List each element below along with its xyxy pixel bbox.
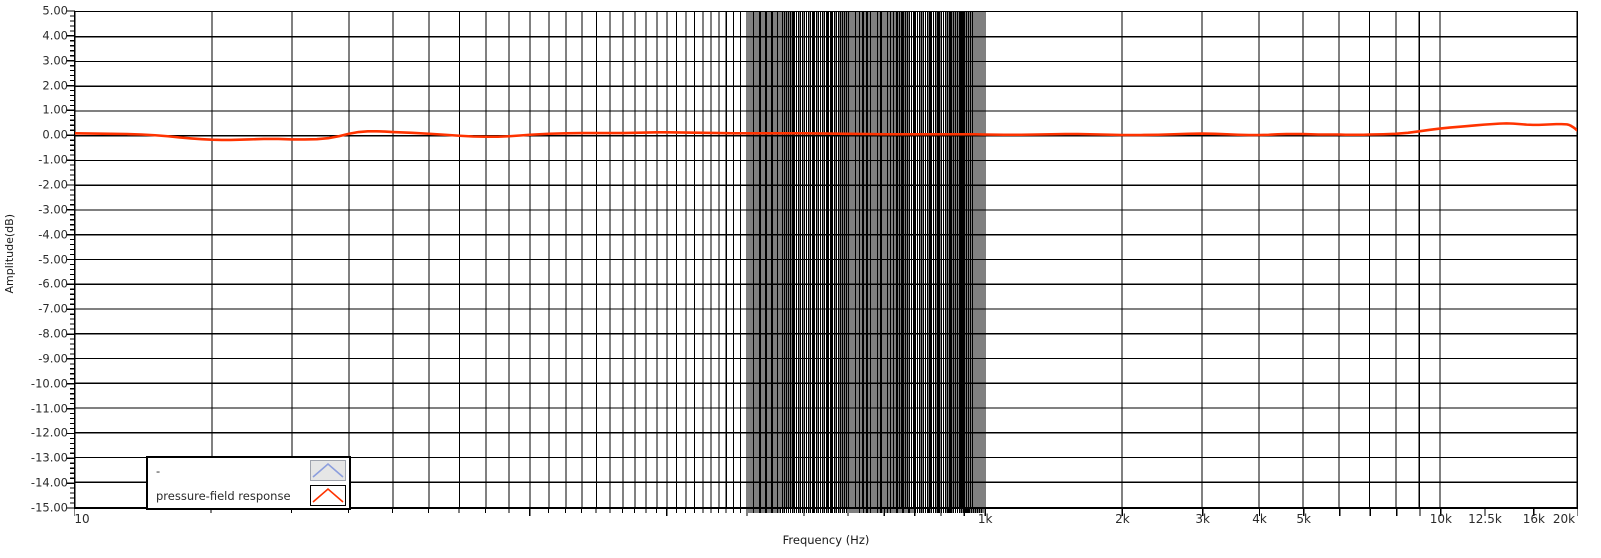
y-tick-label: 4.00 — [42, 28, 68, 43]
x-axis-tick-labels: 10 1k 2k 3k 4k 5k 10k 12.5k 16k 20k — [74, 513, 1578, 535]
y-tick-label: -10.00 — [30, 376, 68, 390]
x-tick-label: 3k — [1195, 512, 1210, 526]
y-tick-label: -9.00 — [38, 351, 68, 366]
legend-swatch-inactive[interactable] — [310, 460, 346, 481]
x-tick-label: 5k — [1296, 512, 1311, 526]
y-tick-label: -8.00 — [38, 326, 68, 341]
y-tick-label: 2.00 — [42, 77, 68, 92]
y-tick-label: -15.00 — [30, 500, 68, 515]
y-tick-label: -4.00 — [38, 226, 68, 241]
series-curves — [75, 122, 1577, 142]
x-tick-label: 12.5k — [1468, 512, 1502, 526]
x-axis-title: Frequency (Hz) — [782, 533, 870, 547]
y-tick-label: -7.00 — [38, 301, 68, 316]
x-tick-label: 16k — [1522, 512, 1545, 526]
y-tick-label: 3.00 — [42, 52, 68, 67]
x-tick-label: 10k — [1429, 512, 1452, 526]
y-tick-label: 1.00 — [42, 102, 68, 117]
plot-area — [74, 11, 1578, 508]
y-tick-label: 0.00 — [42, 127, 68, 142]
y-tick-label: -5.00 — [38, 251, 68, 266]
legend-row[interactable]: - — [148, 458, 349, 483]
legend-swatch-active[interactable] — [310, 485, 346, 506]
peak-glyph-icon — [312, 487, 344, 503]
series-line-1 — [75, 122, 1577, 142]
y-tick-label: -1.00 — [38, 152, 68, 167]
legend-row[interactable]: pressure-field response — [148, 483, 349, 508]
legend-label: pressure-field response — [156, 488, 291, 503]
y-tick-label: -2.00 — [38, 177, 68, 192]
y-axis-title-text: Amplitude(dB) — [2, 214, 16, 294]
x-tick-label: 20k — [1552, 512, 1576, 526]
y-tick-label: 5.00 — [42, 3, 68, 18]
y-tick-label: -3.00 — [38, 202, 68, 217]
legend[interactable]: - pressure-field response — [146, 456, 351, 510]
x-tick-label: 4k — [1252, 512, 1267, 526]
y-axis-tick-labels: 5.00 4.00 3.00 2.00 1.00 0.00 -1.00 -2.00 -3.00 -… — [18, 0, 68, 519]
y-tick-label: -13.00 — [30, 450, 68, 465]
y-tick-label: -6.00 — [38, 276, 68, 291]
y-tick-label: -14.00 — [30, 475, 68, 490]
peak-glyph-icon — [312, 462, 344, 478]
y-axis-title: Amplitude(dB) — [0, 0, 18, 508]
x-tick-label: 2k — [1115, 512, 1130, 526]
x-tick-label: 1k — [977, 512, 993, 526]
y-tick-label: -12.00 — [30, 425, 68, 440]
y-tick-label: -11.00 — [30, 400, 68, 415]
x-tick-label: 10 — [74, 512, 90, 526]
legend-label: - — [156, 463, 161, 478]
